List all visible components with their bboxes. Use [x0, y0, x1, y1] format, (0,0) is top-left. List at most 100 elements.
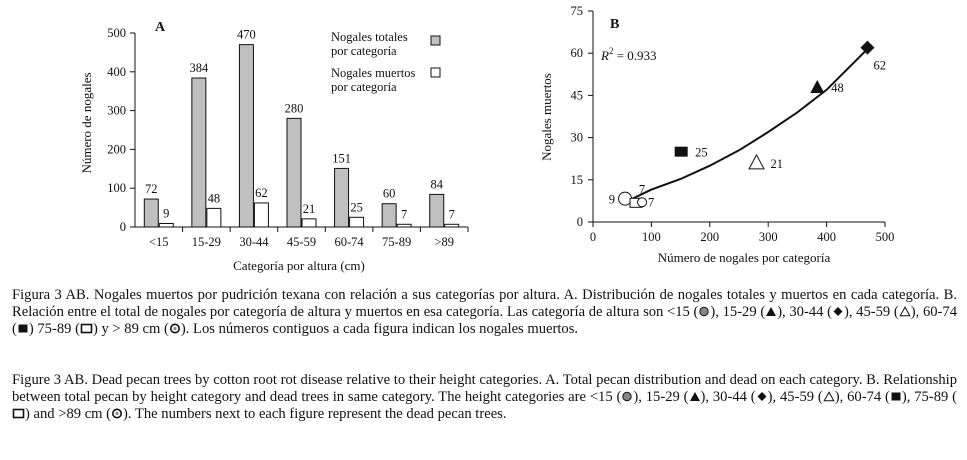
open-triangle-icon — [823, 389, 835, 405]
grey-circle-icon — [621, 389, 633, 405]
point-label: 62 — [873, 59, 886, 73]
chart-a-bars — [143, 44, 460, 228]
caption-en-text-3: ), 30-44 ( — [700, 389, 756, 405]
x-tick-label: 500 — [876, 230, 895, 244]
x-tick-label: 45-59 — [287, 235, 316, 249]
ring-circle-icon — [169, 321, 181, 337]
x-tick-label: 0 — [590, 230, 596, 244]
ring-circle-icon — [111, 406, 123, 422]
caption-es-text-7: ) y > 89 cm ( — [92, 321, 169, 337]
x-tick-label: 15-29 — [192, 235, 221, 249]
x-tick-label: 300 — [759, 230, 778, 244]
point-label: 25 — [695, 146, 708, 160]
point-diamond-filled — [860, 40, 875, 55]
data-label-total: 470 — [237, 28, 256, 42]
open-triangle-icon — [899, 304, 911, 320]
y-tick-label: 300 — [107, 104, 126, 118]
caption-en-text-8: ). The numbers next to each figure repre… — [123, 406, 507, 422]
chart-a-axes: 0 100 200 300 400 500 <15 15-29 30-44 45-59 60-74 7… — [107, 26, 469, 249]
data-label-total: 384 — [189, 61, 209, 75]
data-label-total: 72 — [145, 182, 158, 196]
x-tick-label: 75-89 — [382, 235, 411, 249]
y-tick-label: 45 — [571, 88, 584, 102]
legend-dead-swatch — [430, 67, 441, 78]
x-tick-label: 60-74 — [334, 235, 364, 249]
legend-total-swatch — [430, 35, 441, 46]
data-label-dead: 25 — [350, 200, 363, 214]
x-tick-label: <15 — [149, 235, 169, 249]
data-label-total: 84 — [430, 177, 443, 191]
caption-es-text-2: ), 15-29 ( — [710, 304, 766, 320]
grey-circle-icon — [698, 304, 710, 320]
data-label-dead: 7 — [449, 207, 455, 221]
caption-english: Figure 3 AB. Dead pecan trees by cotton … — [12, 372, 957, 423]
bar-total — [429, 193, 445, 228]
bar-dead — [158, 223, 174, 228]
data-label-dead: 9 — [163, 207, 169, 221]
legend-total-line2: por categoría — [331, 44, 397, 58]
y-tick-label: 100 — [107, 181, 126, 195]
legend-dead-line1: Nogales muertos — [331, 66, 415, 80]
y-tick-label: 30 — [571, 131, 584, 145]
bar-dead — [444, 223, 460, 228]
chart-b-xlabel: Número de nogales por categoría — [658, 250, 831, 265]
chart-a-legend: Nogales totales por categoría Nogales mu… — [331, 30, 441, 94]
chart-a-xlabel: Categoría por altura (cm) — [233, 258, 365, 273]
caption-en-text-1: Figure 3 AB. Dead pecan trees by cotton … — [12, 372, 957, 405]
chart-b-panel-label: B — [610, 17, 619, 32]
chart-b-points — [618, 40, 875, 208]
data-label-dead: 7 — [401, 207, 407, 221]
y-tick-label: 60 — [571, 46, 584, 60]
chart-b-ylabel: Nogales muertos — [539, 73, 554, 161]
r2-r: R — [600, 48, 609, 63]
bar-total — [143, 198, 159, 228]
point-label: 7 — [639, 182, 645, 196]
point-triangle-filled — [810, 79, 825, 93]
x-tick-label: 100 — [642, 230, 661, 244]
y-tick-label: 400 — [107, 65, 126, 79]
point-circle-small — [637, 197, 648, 208]
chart-b-r2-annotation: R2 = 0.933 — [600, 46, 657, 63]
bar-total — [334, 167, 350, 228]
caption-en-text-7: ) and >89 cm ( — [25, 406, 112, 422]
chart-b-trendline — [627, 48, 869, 202]
filled-triangle-icon — [765, 304, 777, 320]
legend-dead-line2: por categoría — [331, 80, 397, 94]
caption-es-text-4: ), 45-59 ( — [843, 304, 899, 320]
chart-b-axes: 0 15 30 45 60 75 0 100 200 300 400 500 — [571, 4, 895, 244]
caption-spanish: Figura 3 AB. Nogales muertos por pudrici… — [12, 287, 957, 338]
y-tick-label: 0 — [120, 220, 126, 234]
filled-diamond-icon — [756, 389, 768, 405]
bar-dead — [349, 216, 365, 228]
legend-total-line1: Nogales totales — [331, 30, 408, 44]
r2-exponent: 2 — [609, 46, 614, 56]
bar-dead — [206, 207, 222, 228]
data-label-dead: 21 — [303, 202, 316, 216]
caption-es-text-1: Figura 3 AB. Nogales muertos por pudrici… — [12, 287, 957, 320]
data-label-total: 151 — [332, 151, 351, 165]
caption-en-text-4: ), 45-59 ( — [767, 389, 823, 405]
bar-total — [238, 44, 254, 228]
x-tick-label: 200 — [700, 230, 719, 244]
bar-dead — [253, 202, 269, 228]
caption-en-text-2: ), 15-29 ( — [633, 389, 689, 405]
point-square-filled — [674, 146, 688, 157]
bar-total — [286, 117, 302, 228]
x-tick-label: >89 — [434, 235, 454, 249]
point-triangle-open — [748, 153, 765, 170]
data-label-dead: 62 — [255, 186, 268, 200]
filled-triangle-icon — [689, 389, 701, 405]
filled-square-icon — [17, 321, 29, 337]
y-tick-label: 75 — [571, 4, 584, 18]
point-label: 21 — [771, 157, 784, 171]
caption-es-text-8: ). Los números contiguos a cada figura i… — [180, 321, 579, 337]
caption-es-text-3: ), 30-44 ( — [777, 304, 832, 320]
y-tick-label: 500 — [107, 26, 126, 40]
x-tick-label: 30-44 — [239, 235, 269, 249]
chart-b-point-labels: 9 48 62 21 25 77 — [609, 59, 886, 210]
bar-dead — [396, 223, 412, 228]
data-label-total: 60 — [383, 187, 396, 201]
filled-square-icon — [890, 389, 902, 405]
caption-en-text-5: ), 60-74 ( — [834, 389, 890, 405]
